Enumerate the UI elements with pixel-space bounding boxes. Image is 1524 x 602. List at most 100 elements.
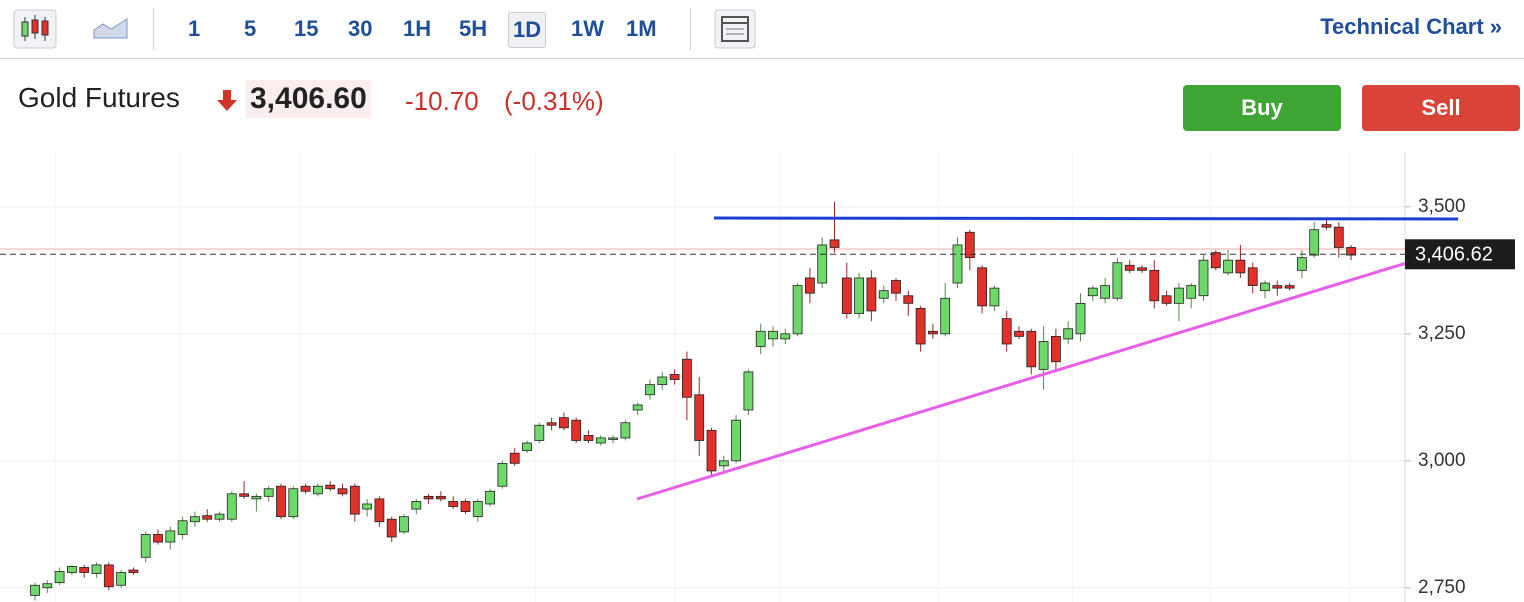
line-icon[interactable] (93, 16, 129, 40)
last-price-label: 3,406.62 (1415, 244, 1493, 266)
candle-body (1186, 285, 1197, 299)
y-tick-label: 3,500 (1418, 196, 1466, 217)
candle-body (1223, 259, 1233, 274)
y-tick-label: 3,000 (1418, 450, 1466, 471)
candle-body (903, 295, 914, 304)
candle-body (1161, 295, 1172, 304)
candle-body (399, 516, 409, 533)
candle-body (153, 534, 163, 543)
candle-body (952, 244, 963, 284)
candle-body (1026, 330, 1037, 368)
candle-body (362, 503, 373, 510)
interval-button[interactable]: 15 (294, 16, 319, 41)
candle-body (559, 417, 569, 429)
candle-body (337, 488, 348, 495)
sell-button[interactable]: Sell (1362, 85, 1520, 131)
candle-body (1075, 302, 1086, 335)
candle-body (780, 333, 791, 340)
candle-body (854, 277, 864, 314)
interval-button[interactable]: 1D (508, 12, 547, 48)
candle-body (448, 501, 459, 507)
candle-body (731, 419, 741, 462)
candle-body (595, 437, 606, 444)
candle-body (177, 520, 188, 535)
candle-body (583, 435, 594, 441)
candle-body (1112, 262, 1123, 299)
candle-body (718, 460, 729, 467)
candle-body (30, 584, 40, 596)
interval-button[interactable]: 1W (571, 16, 604, 41)
candle-body (1014, 330, 1024, 337)
interval-button[interactable]: 5 (244, 16, 257, 41)
interval-button[interactable]: 30 (348, 16, 373, 41)
candle-icon[interactable] (13, 9, 57, 49)
candle-body (940, 297, 951, 335)
interval-button[interactable]: 1 (188, 16, 201, 41)
candle-body (1174, 287, 1184, 304)
separator (690, 8, 691, 50)
candle-body (805, 277, 815, 294)
candle-body (1333, 226, 1344, 248)
candle-body (460, 501, 471, 512)
candle-body (891, 280, 901, 294)
y-tick-label: 3,250 (1418, 323, 1466, 344)
resistance-line (713, 216, 1459, 221)
candle-body (214, 513, 225, 520)
candle-body (755, 330, 766, 347)
candle-body (140, 534, 151, 558)
down-arrow (217, 90, 237, 111)
interval-button[interactable]: 1H (403, 16, 432, 41)
chart: 2,750 3,000 3,250 3,500 3,406.62 (0, 152, 1515, 602)
candle-body (128, 569, 139, 573)
candle-body (325, 484, 336, 490)
candle-body (1346, 247, 1356, 256)
candle-body (239, 493, 250, 497)
candle-body (1284, 285, 1295, 289)
trend-line (636, 240, 1476, 501)
technical-chart-link[interactable]: Technical Chart » (1320, 14, 1502, 39)
candle-body (620, 422, 631, 439)
candle-body (645, 384, 655, 396)
candle-body (497, 462, 508, 487)
candle-body (608, 437, 618, 440)
candle-body (386, 518, 397, 538)
candle-body (1309, 229, 1320, 256)
candle-body (682, 358, 692, 398)
candle-body (915, 308, 926, 345)
buy-button[interactable]: Buy (1183, 85, 1341, 131)
candle-body (91, 564, 102, 574)
y-tick-label: 2,750 (1418, 577, 1466, 598)
candle-body (276, 485, 286, 518)
candle-body (472, 501, 483, 518)
candle-body (202, 515, 213, 520)
candle-body (312, 485, 323, 495)
candle-body (1297, 257, 1307, 271)
candle-body (841, 277, 852, 314)
interval-button[interactable]: 5H (459, 16, 488, 41)
candle-body (349, 485, 360, 515)
candle-body (632, 404, 643, 411)
candle-body (67, 566, 77, 573)
candle-body (1001, 318, 1012, 345)
candle-body (1087, 287, 1098, 297)
candle-body (706, 429, 717, 472)
change: -10.70 (405, 86, 479, 116)
candle-body (288, 488, 299, 518)
candle-body (1198, 259, 1209, 297)
candle-body (509, 452, 520, 464)
price: 3,406.60 (246, 80, 371, 118)
candle-body (546, 422, 557, 426)
candle-body (79, 567, 90, 573)
candle-body (1124, 264, 1135, 271)
interval-button[interactable]: 1M (626, 16, 657, 41)
candle-body (534, 424, 545, 441)
vertical-grid (54, 152, 1351, 602)
candle-body (103, 564, 114, 588)
candle-body (669, 374, 680, 380)
layout-icon[interactable] (714, 9, 756, 49)
candle-body (54, 571, 65, 584)
candle-body (165, 530, 176, 543)
candle-body (657, 376, 668, 386)
candle-body (411, 501, 422, 510)
